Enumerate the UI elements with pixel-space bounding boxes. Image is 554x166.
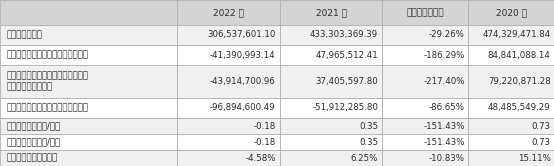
Bar (468, 134, 554, 150)
Text: 加权平均净资产收益率: 加权平均净资产收益率 (7, 154, 58, 163)
Text: -151.43%: -151.43% (423, 122, 465, 130)
Bar (468, 45, 554, 65)
Bar (280, 0, 382, 25)
Text: -41,390,993.14: -41,390,993.14 (210, 50, 276, 59)
Bar (0, 25, 177, 45)
Bar (280, 25, 382, 45)
Text: -0.18: -0.18 (253, 122, 276, 130)
Bar (177, 150, 280, 166)
Text: 营业收入（元）: 营业收入（元） (7, 30, 43, 39)
Text: 474,329,471.84: 474,329,471.84 (483, 30, 551, 39)
Bar (382, 45, 468, 65)
Bar (468, 118, 554, 134)
Bar (0, 150, 177, 166)
Text: 0.35: 0.35 (359, 137, 378, 147)
Bar (0, 45, 177, 65)
Text: 6.25%: 6.25% (351, 154, 378, 163)
Bar (177, 25, 280, 45)
Bar (468, 25, 554, 45)
Bar (382, 118, 468, 134)
Text: 经营活动产生的现金流量净额（元）: 经营活动产生的现金流量净额（元） (7, 103, 89, 113)
Bar (0, 0, 177, 25)
Text: 稀释每股收益（元/股）: 稀释每股收益（元/股） (7, 137, 61, 147)
Bar (280, 134, 382, 150)
Bar (468, 0, 554, 25)
Text: 37,405,597.80: 37,405,597.80 (315, 77, 378, 86)
Bar (382, 0, 468, 25)
Bar (177, 118, 280, 134)
Text: 0.73: 0.73 (531, 122, 551, 130)
Text: 306,537,601.10: 306,537,601.10 (207, 30, 276, 39)
Text: 基本每股收益（元/股）: 基本每股收益（元/股） (7, 122, 61, 130)
Text: -217.40%: -217.40% (423, 77, 465, 86)
Text: 2022 年: 2022 年 (213, 8, 244, 17)
Text: -96,894,600.49: -96,894,600.49 (210, 103, 276, 113)
Text: 47,965,512.41: 47,965,512.41 (315, 50, 378, 59)
Bar (280, 45, 382, 65)
Bar (468, 98, 554, 118)
Text: 0.35: 0.35 (359, 122, 378, 130)
Bar (280, 98, 382, 118)
Text: -186.29%: -186.29% (423, 50, 465, 59)
Text: 15.11%: 15.11% (517, 154, 551, 163)
Bar (177, 134, 280, 150)
Bar (382, 65, 468, 98)
Bar (280, 118, 382, 134)
Text: -29.26%: -29.26% (429, 30, 465, 39)
Text: 归属于上市公司股东的净利润（元）: 归属于上市公司股东的净利润（元） (7, 50, 89, 59)
Text: -86.65%: -86.65% (429, 103, 465, 113)
Bar (0, 118, 177, 134)
Bar (382, 150, 468, 166)
Text: -0.18: -0.18 (253, 137, 276, 147)
Text: 48,485,549.29: 48,485,549.29 (488, 103, 551, 113)
Bar (0, 134, 177, 150)
Text: -10.83%: -10.83% (429, 154, 465, 163)
Text: -151.43%: -151.43% (423, 137, 465, 147)
Bar (468, 65, 554, 98)
Text: 2020 年: 2020 年 (496, 8, 526, 17)
Text: 84,841,088.14: 84,841,088.14 (488, 50, 551, 59)
Bar (382, 134, 468, 150)
Text: 归属于上市公司股东的扣除非经常性
损益的净利润（元）: 归属于上市公司股东的扣除非经常性 损益的净利润（元） (7, 71, 89, 91)
Bar (177, 0, 280, 25)
Bar (177, 65, 280, 98)
Bar (177, 98, 280, 118)
Text: 本年比上年增减: 本年比上年增减 (407, 8, 444, 17)
Text: -4.58%: -4.58% (245, 154, 276, 163)
Bar (0, 98, 177, 118)
Text: 433,303,369.39: 433,303,369.39 (310, 30, 378, 39)
Bar (177, 45, 280, 65)
Bar (382, 25, 468, 45)
Bar (468, 150, 554, 166)
Bar (0, 65, 177, 98)
Text: 79,220,871.28: 79,220,871.28 (488, 77, 551, 86)
Text: -51,912,285.80: -51,912,285.80 (312, 103, 378, 113)
Bar (382, 98, 468, 118)
Text: 2021 年: 2021 年 (316, 8, 346, 17)
Text: -43,914,700.96: -43,914,700.96 (210, 77, 276, 86)
Bar (280, 150, 382, 166)
Text: 0.73: 0.73 (531, 137, 551, 147)
Bar (280, 65, 382, 98)
